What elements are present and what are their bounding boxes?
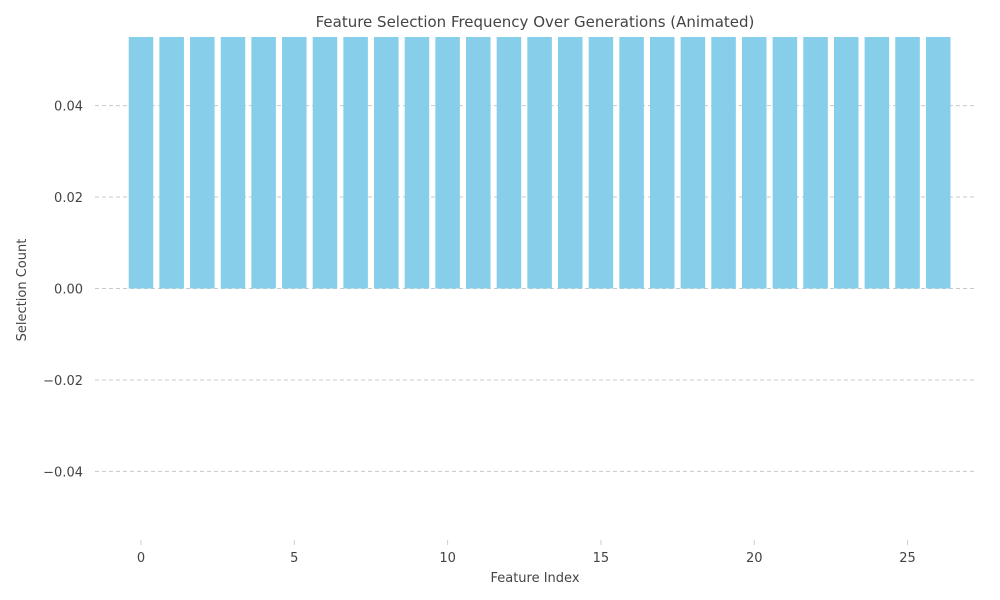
y-tick-label: 0.04 bbox=[54, 100, 83, 115]
bar-feature-19 bbox=[711, 37, 736, 289]
bar-feature-3 bbox=[220, 37, 246, 289]
y-ticks: −0.04 −0.02 0.00 0.02 0.04 bbox=[43, 100, 83, 481]
bar-feature-2 bbox=[190, 37, 215, 289]
chart-title: Feature Selection Frequency Over Generat… bbox=[316, 13, 755, 31]
bar-feature-11 bbox=[466, 37, 491, 289]
x-ticks: 0 5 10 15 20 25 bbox=[137, 540, 916, 566]
y-tick-label: 0.02 bbox=[54, 191, 83, 206]
y-tick-label: −0.04 bbox=[43, 465, 83, 480]
bar-feature-24 bbox=[864, 37, 890, 289]
bar-feature-1 bbox=[159, 37, 184, 289]
bar-feature-26 bbox=[925, 37, 951, 289]
bar-feature-22 bbox=[803, 37, 828, 289]
y-axis-label: Selection Count bbox=[15, 239, 30, 342]
bar-feature-20 bbox=[741, 37, 767, 289]
bar-feature-13 bbox=[527, 37, 552, 289]
bar-feature-5 bbox=[282, 37, 307, 289]
y-tick-label: 0.00 bbox=[54, 283, 83, 298]
x-axis-label: Feature Index bbox=[490, 571, 579, 586]
bar-feature-7 bbox=[343, 37, 368, 289]
bar-layer bbox=[128, 37, 951, 289]
bar-feature-10 bbox=[435, 37, 460, 289]
bar-feature-25 bbox=[895, 37, 920, 289]
bar-feature-18 bbox=[680, 37, 706, 289]
bar-feature-9 bbox=[404, 37, 430, 289]
x-tick-label: 5 bbox=[290, 551, 298, 566]
bar-feature-6 bbox=[312, 37, 338, 289]
y-tick-label: −0.02 bbox=[43, 374, 83, 389]
bar-feature-12 bbox=[496, 37, 522, 289]
bar-feature-4 bbox=[251, 37, 276, 289]
bar-feature-21 bbox=[772, 37, 798, 289]
x-tick-label: 15 bbox=[593, 551, 610, 566]
bar-feature-8 bbox=[374, 37, 399, 289]
bar-feature-15 bbox=[588, 37, 614, 289]
bar-feature-14 bbox=[557, 37, 583, 289]
bar-feature-23 bbox=[833, 37, 859, 289]
bar-feature-0 bbox=[128, 37, 154, 289]
bar-feature-17 bbox=[649, 37, 675, 289]
x-tick-label: 25 bbox=[899, 551, 916, 566]
x-tick-label: 0 bbox=[137, 551, 145, 566]
x-tick-label: 10 bbox=[439, 551, 456, 566]
bar-feature-16 bbox=[619, 37, 644, 289]
x-tick-label: 20 bbox=[746, 551, 763, 566]
